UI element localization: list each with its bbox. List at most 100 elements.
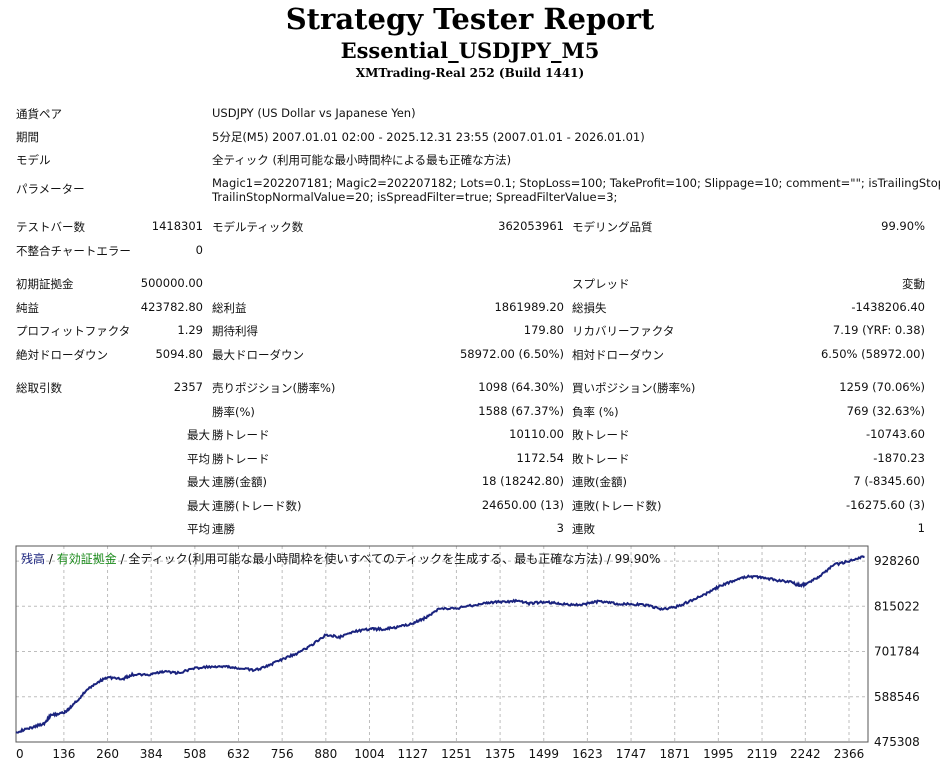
x-tick-label: 1499 (528, 747, 559, 761)
balance-line (15, 555, 865, 734)
mismatch-value: 0 (195, 243, 203, 257)
deposit-value: 500000.00 (140, 276, 203, 290)
largest-win-value: 10110.00 (509, 427, 564, 441)
avg-cons-row-label: 平均 (187, 522, 210, 536)
chart-background (15, 545, 937, 763)
balance-chart: 残高 / 有効証拠金 / 全ティック(利用可能な最小時間枠を使いすべてのティック… (15, 545, 937, 763)
avg-cons-loss-label: 連敗 (572, 522, 595, 536)
x-tick-label: 1375 (485, 747, 516, 761)
plot-frame (15, 545, 869, 743)
expert-name: Essential_USDJPY_M5 (340, 38, 600, 63)
loss-rate-label: 負率 (%) (572, 405, 619, 419)
max-cons-trades-row-label: 最大 (187, 499, 210, 513)
legend-model: 全ティック(利用可能な最小時間枠を使いすべてのティックを生成する、最も正確な方法… (128, 551, 660, 566)
y-tick-label: 701784 (874, 645, 920, 659)
long-positions-value: 1259 (70.06%) (839, 380, 925, 394)
period-value: 5分足(M5) 2007.01.01 02:00 - 2025.12.31 23… (212, 130, 645, 144)
x-tick-label: 260 (96, 747, 119, 761)
report-title: Strategy Tester Report (285, 2, 655, 36)
profit-factor-value: 1.29 (177, 323, 203, 337)
abs-drawdown-label: 絶対ドローダウン (16, 348, 108, 362)
gross-loss-value: -1438206.40 (851, 300, 925, 314)
mismatch-label: 不整合チャートエラー (16, 244, 131, 258)
x-tick-label: 2242 (790, 747, 821, 761)
symbol-value: USDJPY (US Dollar vs Japanese Yen) (212, 106, 416, 120)
avg-loss-label: 敗トレード (572, 452, 630, 466)
quality-value: 99.90% (881, 219, 925, 233)
largest-row-label: 最大 (187, 428, 210, 442)
spread-label: スプレッド (572, 277, 630, 291)
x-tick-label: 1747 (616, 747, 647, 761)
legend-sep-1: / (45, 552, 57, 566)
spread-value: 変動 (902, 277, 925, 291)
x-tick-label: 1251 (441, 747, 472, 761)
y-tick-label: 815022 (874, 599, 920, 613)
net-profit-label: 純益 (16, 301, 39, 315)
long-positions-label: 買いポジション(勝率%) (572, 381, 696, 395)
x-tick-label: 1871 (659, 747, 690, 761)
params-line-2: TrailinStopNormalValue=20; isSpreadFilte… (212, 190, 618, 204)
legend-equity: 有効証拠金 (57, 551, 117, 566)
x-tick-label: 1995 (703, 747, 734, 761)
largest-loss-label: 敗トレード (572, 428, 630, 442)
loss-rate-value: 769 (32.63%) (846, 404, 925, 418)
expected-payoff-label: 期待利得 (212, 324, 258, 338)
avg-cons-loss-value: 1 (917, 521, 925, 535)
legend-sep-2: / (117, 552, 129, 566)
recovery-factor-label: リカバリーファクタ (572, 324, 675, 338)
params-line-1: Magic1=202207181; Magic2=202207182; Lots… (212, 176, 940, 190)
recovery-factor-value: 7.19 (YRF: 0.38) (832, 323, 925, 337)
x-tick-label: 384 (140, 747, 163, 761)
quality-label: モデリング品質 (572, 220, 653, 234)
avg-cons-win-value: 3 (556, 521, 564, 535)
model-label: モデル (16, 153, 51, 167)
max-cons-win-amount-value: 18 (18242.80) (481, 474, 564, 488)
chart-legend: 残高 / 有効証拠金 / 全ティック(利用可能な最小時間枠を使いすべてのティック… (21, 551, 660, 566)
deposit-label: 初期証拠金 (16, 277, 74, 291)
bars-label: テストバー数 (16, 220, 85, 234)
max-cons-win-trades-value: 24650.00 (13) (481, 498, 564, 512)
x-tick-label: 0 (16, 747, 24, 761)
avg-win-label: 勝トレード (212, 452, 270, 466)
x-tick-label: 508 (183, 747, 206, 761)
profit-factor-label: プロフィットファクタ (16, 324, 131, 338)
max-cons-loss-amount-value: 7 (-8345.60) (853, 474, 925, 488)
params-label: パラメーター (16, 182, 85, 196)
avg-win-value: 1172.54 (516, 451, 564, 465)
x-tick-label: 756 (271, 747, 294, 761)
gross-loss-label: 総損失 (572, 301, 607, 315)
avg-cons-win-label: 連勝 (212, 522, 235, 536)
short-positions-value: 1098 (64.30%) (478, 380, 564, 394)
max-cons-amount-row-label: 最大 (187, 475, 210, 489)
y-tick-label: 588546 (874, 690, 920, 704)
gross-profit-value: 1861989.20 (494, 300, 564, 314)
total-trades-label: 総取引数 (16, 381, 62, 395)
y-axis-ticks: 475308 588546 701784 815022 928260 (874, 554, 920, 749)
average-row-label: 平均 (187, 452, 210, 466)
largest-win-label: 勝トレード (212, 428, 270, 442)
ticks-value: 362053961 (498, 219, 564, 233)
expected-payoff-value: 179.80 (523, 323, 564, 337)
x-tick-label: 632 (227, 747, 250, 761)
symbol-label: 通貨ペア (16, 107, 62, 121)
x-tick-label: 136 (52, 747, 75, 761)
x-axis-ticks: 0 136 260 384 508 632 756 880 1004 1127 1251 1375 14… (16, 747, 864, 761)
y-tick-label: 928260 (874, 554, 920, 568)
net-profit-value: 423782.80 (140, 300, 203, 314)
rel-drawdown-value: 6.50% (58972.00) (820, 347, 925, 361)
server-info: XMTrading-Real 252 (Build 1441) (355, 66, 585, 80)
bars-value: 1418301 (151, 219, 203, 233)
ticks-label: モデルティック数 (212, 220, 304, 234)
total-trades-value: 2357 (173, 380, 203, 394)
x-tick-label: 880 (314, 747, 337, 761)
rel-drawdown-label: 相対ドローダウン (572, 348, 664, 362)
x-tick-label: 1623 (572, 747, 603, 761)
legend-balance: 残高 (21, 551, 45, 566)
x-tick-label: 2119 (747, 747, 778, 761)
period-label: 期間 (16, 130, 39, 144)
win-rate-value: 1588 (67.37%) (478, 404, 564, 418)
x-tick-label: 1127 (398, 747, 429, 761)
x-tick-label: 2366 (834, 747, 865, 761)
avg-loss-value: -1870.23 (873, 451, 925, 465)
short-positions-label: 売りポジション(勝率%) (212, 381, 336, 395)
